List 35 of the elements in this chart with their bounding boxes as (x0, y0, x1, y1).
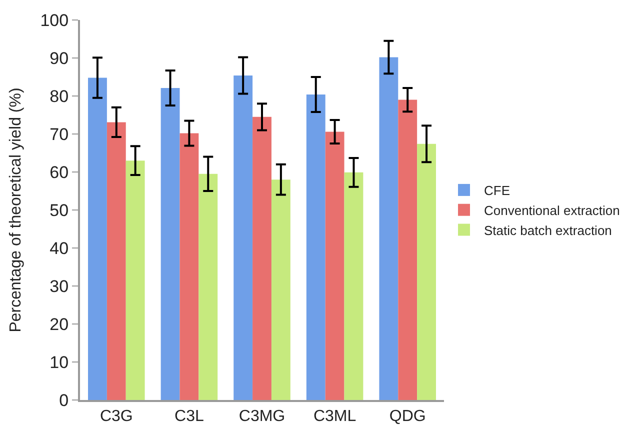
bar (198, 174, 218, 400)
bar (398, 100, 418, 400)
x-tick-label: C3L (174, 408, 204, 426)
y-tick-label: 40 (50, 238, 69, 258)
bar (417, 144, 436, 400)
x-tick-label: C3G (100, 408, 133, 426)
bar (306, 94, 326, 400)
bar (126, 160, 145, 400)
y-tick-label: 10 (50, 352, 69, 372)
y-tick-label: 80 (50, 86, 69, 106)
legend-label: CFE (484, 183, 510, 198)
x-tick-label: C3ML (313, 408, 356, 426)
x-tick-label: QDG (389, 408, 426, 426)
bar (106, 122, 126, 400)
y-tick-label: 30 (50, 276, 69, 296)
y-tick-label: 20 (50, 314, 69, 334)
bar (88, 78, 107, 400)
y-tick-label: 60 (50, 162, 69, 182)
bar (180, 133, 199, 400)
bar (325, 132, 344, 400)
legend-label: Static batch extraction (484, 222, 612, 238)
y-tick-label: 50 (50, 200, 69, 220)
bar (344, 172, 364, 400)
bar (160, 88, 180, 400)
y-tick-label: 70 (50, 124, 69, 144)
bar (234, 75, 253, 400)
y-tick-label: 0 (59, 390, 69, 410)
bar (379, 57, 398, 400)
bar (252, 116, 272, 400)
y-tick-label: 90 (50, 48, 69, 68)
bar (271, 180, 290, 400)
x-tick-label: C3MG (238, 408, 286, 426)
y-tick-label: 100 (40, 10, 69, 30)
y-axis-title: Percentage of theoretical yield (%) (8, 88, 25, 332)
legend-label: Conventional extraction (484, 202, 620, 218)
